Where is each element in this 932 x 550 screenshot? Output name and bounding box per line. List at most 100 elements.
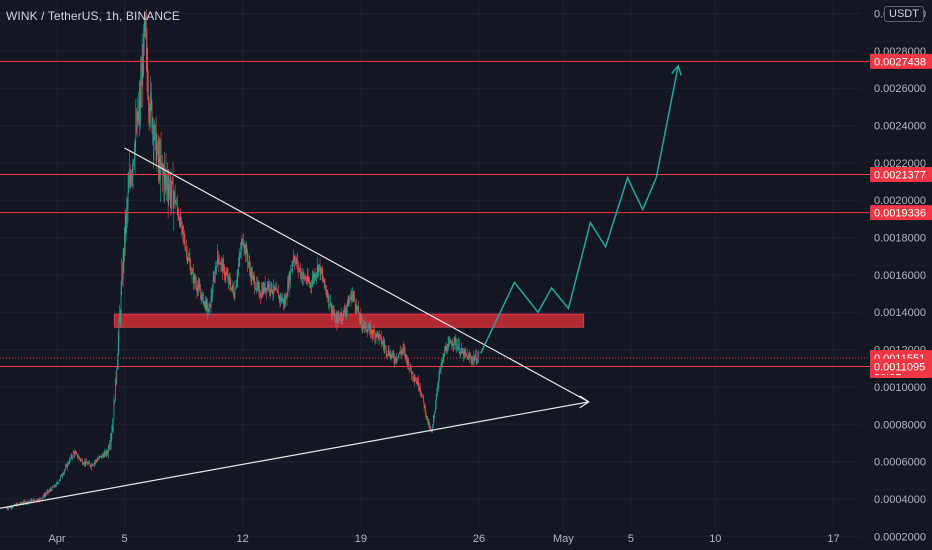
- resistance-zone-rect[interactable]: [113, 313, 585, 328]
- candle-body: [324, 279, 326, 287]
- candle-body: [428, 421, 429, 423]
- projection-line[interactable]: [480, 65, 679, 354]
- candle-body: [183, 232, 184, 236]
- candle-body: [166, 179, 168, 181]
- candle-body: [136, 125, 137, 131]
- currency-badge[interactable]: USDT: [884, 6, 924, 22]
- candle-body: [181, 222, 183, 227]
- candle-body: [163, 171, 165, 186]
- candle-body: [30, 500, 32, 502]
- trendline-upper[interactable]: [124, 147, 590, 403]
- candle-body: [78, 457, 80, 458]
- candle-body: [467, 355, 469, 360]
- candle-body: [444, 350, 445, 357]
- candle-body: [132, 161, 134, 172]
- candle-body: [188, 257, 189, 260]
- candle-body: [188, 257, 190, 261]
- candle-body: [274, 285, 275, 290]
- candle-body: [297, 262, 299, 269]
- candle-body: [361, 318, 362, 323]
- candle-body: [377, 331, 379, 334]
- candle-body: [162, 169, 164, 172]
- candle-body: [443, 355, 445, 357]
- candle-body: [372, 333, 374, 336]
- candle-body: [267, 284, 269, 287]
- candle-body: [474, 358, 476, 361]
- candle-body: [58, 482, 59, 484]
- candle-body: [405, 355, 407, 357]
- candle-body: [219, 263, 220, 265]
- candle-body: [412, 372, 414, 378]
- candle-body: [465, 353, 466, 355]
- candle-body: [446, 346, 447, 351]
- x-tick-label: May: [553, 533, 574, 545]
- price-tag-level-3-bg: [870, 205, 932, 221]
- candle-body: [186, 249, 188, 259]
- candle-body: [429, 426, 431, 428]
- candle-body: [36, 500, 37, 502]
- candle-body: [131, 171, 133, 175]
- candle-body: [11, 507, 13, 508]
- projection-path[interactable]: [480, 64, 682, 354]
- candle-body: [449, 342, 450, 343]
- candle-body: [137, 112, 139, 121]
- candle-body: [335, 319, 336, 322]
- candle-body: [205, 301, 207, 309]
- candle-body: [371, 329, 372, 335]
- candle-body: [160, 155, 161, 178]
- trendline-lower[interactable]: [0, 401, 589, 510]
- candle-body: [473, 357, 475, 361]
- candle-body: [262, 290, 263, 296]
- price-axis[interactable]: 0.0002000 0.0004000 0.0006000 0.0008000 0.00…: [874, 9, 926, 544]
- candle-body: [349, 299, 350, 301]
- candle-body: [347, 300, 349, 307]
- candle-body: [156, 150, 158, 161]
- candle-body: [278, 292, 279, 299]
- candle-body: [398, 354, 400, 356]
- candle-body: [122, 274, 123, 280]
- candle-body: [31, 500, 32, 502]
- candle-body: [295, 259, 297, 261]
- candle-body: [39, 498, 41, 499]
- candle-body: [115, 378, 117, 379]
- candle-body: [174, 191, 176, 203]
- candle-body: [246, 248, 248, 257]
- candle-body: [392, 352, 393, 355]
- candle-body: [187, 258, 189, 260]
- candle-body: [165, 171, 166, 174]
- time-axis[interactable]: Apr 5 12 19 26 May 5 10 17: [48, 533, 839, 545]
- candle-body: [391, 354, 393, 357]
- candle-body: [392, 352, 394, 356]
- resistance-zone[interactable]: [113, 313, 585, 328]
- y-tick-label: 0.0016000: [874, 270, 926, 282]
- trendlines[interactable]: [0, 147, 590, 510]
- candle-body: [282, 298, 284, 300]
- candle-body: [257, 282, 258, 287]
- candle-body: [283, 298, 284, 304]
- candle-body: [67, 463, 69, 464]
- candle-body: [200, 291, 201, 294]
- candle-body: [397, 358, 398, 360]
- candle-body: [210, 303, 211, 307]
- candle-body: [477, 355, 479, 359]
- candle-body: [385, 346, 386, 347]
- candle-body: [452, 344, 454, 346]
- candle-body: [333, 313, 335, 315]
- candle-body: [300, 269, 301, 276]
- candle-body: [423, 396, 424, 402]
- candle-body: [192, 272, 194, 274]
- candle-body: [457, 347, 459, 350]
- candle-body: [321, 268, 322, 274]
- horizontal-levels[interactable]: [0, 60, 871, 367]
- candle-body: [421, 395, 423, 397]
- candle-body: [68, 462, 70, 464]
- price-tag-level-1: 0.0027438: [874, 56, 926, 68]
- candle-body: [302, 273, 304, 277]
- candle-body: [70, 458, 71, 460]
- candle-body: [70, 455, 72, 459]
- candle-body: [250, 271, 252, 277]
- candle-body: [390, 353, 392, 357]
- candle-body: [449, 341, 451, 343]
- candle-body: [150, 92, 151, 114]
